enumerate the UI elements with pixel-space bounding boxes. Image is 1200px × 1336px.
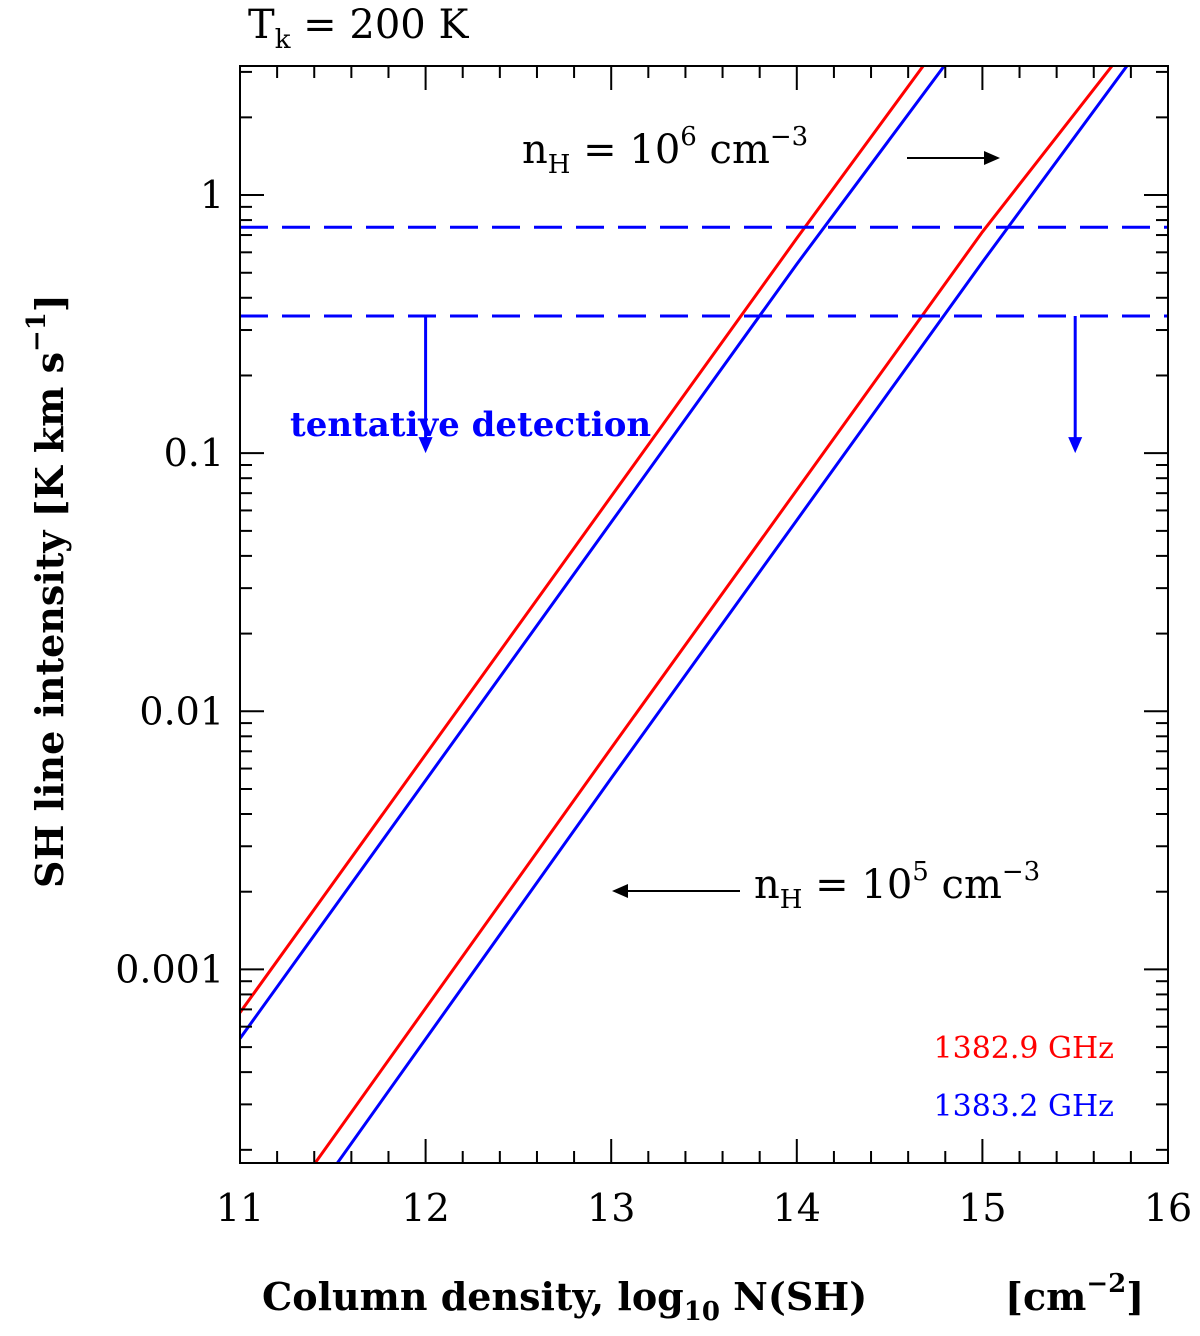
annotation-arrowhead-nh5	[612, 884, 628, 898]
title-sub: k	[275, 25, 291, 55]
plot-area	[240, 66, 1168, 1163]
x-tick-label: 13	[587, 1186, 635, 1230]
detection-label: tentative detection	[290, 405, 651, 445]
plot-frame	[239, 65, 1169, 1164]
series-line-2	[313, 66, 1114, 1163]
y-tick-label: 0.001	[115, 947, 224, 991]
x-tick-label: 14	[773, 1186, 821, 1230]
y-tick-label: 0.01	[139, 689, 224, 733]
x-axis-label: Column density, log10 N(SH)	[262, 1274, 867, 1327]
legend-item-1383: 1383.2 GHz	[934, 1089, 1114, 1124]
x-tick-label: 11	[216, 1186, 264, 1230]
chart-title: Tk = 200 K	[248, 2, 469, 55]
series-line-3	[335, 66, 1129, 1163]
title-main: T	[248, 2, 275, 48]
x-axis-unit: [cm−2]	[1005, 1269, 1144, 1319]
series-line-1	[240, 66, 947, 1040]
x-tick-label: 16	[1144, 1186, 1192, 1230]
y-axis-label: SH line intensity [K km s−1]	[22, 294, 72, 888]
annotation-arrowhead-nh6	[984, 151, 1000, 165]
y-tick-label: 0.1	[164, 431, 224, 475]
overlays	[418, 151, 1083, 898]
axis-ticks: 1112131415161010.10.010.001	[115, 66, 1192, 1230]
title-rest: = 200 K	[290, 2, 469, 48]
legend-item-1382: 1382.9 GHz	[934, 1031, 1114, 1066]
x-tick-label: 12	[401, 1186, 449, 1230]
upper-limit-arrow-head-1	[1068, 437, 1083, 454]
y-tick-label: 1	[200, 173, 224, 217]
annotation-nh6: nH = 106 cm−3	[522, 122, 808, 180]
upper-limit-arrow-head-0	[418, 437, 433, 454]
annotation-nh5: nH = 105 cm−3	[754, 857, 1040, 915]
x-tick-label: 15	[958, 1186, 1006, 1230]
series-line-0	[240, 66, 926, 1014]
